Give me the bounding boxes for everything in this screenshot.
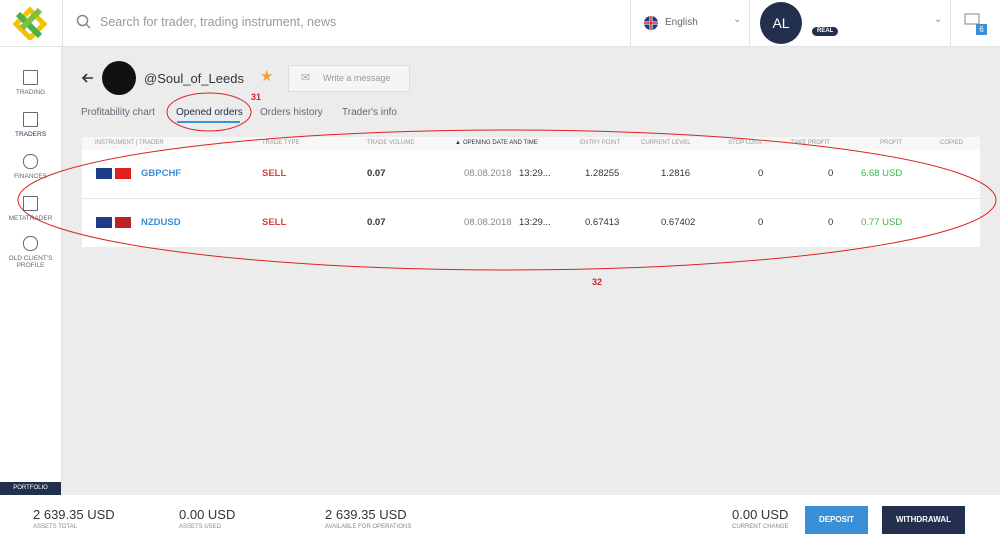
tab[interactable]: Profitability chart (81, 107, 155, 118)
column-header[interactable]: TAKE PROFIT (791, 140, 830, 146)
search-icon (76, 14, 91, 29)
column-header[interactable]: TRADE TYPE (262, 140, 300, 146)
language[interactable]: English (665, 17, 698, 28)
stat-value: 0.00 USD (179, 507, 236, 522)
sort-arrow: ▲ (455, 140, 461, 146)
table-cell: 0.07 (367, 217, 386, 228)
table-header (82, 137, 980, 150)
message-button-label: Write a message (323, 73, 391, 83)
deposit-button[interactable]: DEPOSIT (805, 506, 868, 534)
trader-name: @Soul_of_Leeds (144, 71, 244, 86)
avatar[interactable]: AL (760, 2, 802, 44)
table-cell: 1.2816 (661, 168, 691, 179)
flag (96, 217, 112, 228)
table-cell[interactable]: GBPCHF (141, 168, 182, 179)
table-cell: SELL (262, 217, 287, 228)
portfolio-tab[interactable]: PORTFOLIO (0, 482, 61, 495)
change-value: 0.00 USD (732, 507, 789, 522)
table-cell: 08.08.2018 (464, 168, 512, 179)
change-label: CURRENT CHANGE (732, 524, 789, 530)
stat-label: ASSETS USED (179, 524, 222, 530)
table-cell: 0 (758, 217, 764, 228)
sidebar-item[interactable]: OLD CLIENT'S PROFILE (0, 236, 61, 269)
tab[interactable]: Opened orders (176, 107, 243, 118)
column-header[interactable]: TRADE VOLUME (367, 140, 415, 146)
column-header[interactable]: OPENING DATE AND TIME (463, 140, 538, 146)
sidebar-item[interactable]: FINANCES (0, 154, 61, 180)
orders-table (82, 137, 980, 247)
table-cell: 13:29... (519, 168, 551, 179)
tab[interactable]: Trader's info (342, 107, 397, 118)
table-cell: 0.67413 (585, 217, 620, 228)
tab-underline (177, 121, 240, 123)
flag-uk (644, 16, 658, 30)
row-divider (82, 198, 980, 199)
stat-label: AVAILABLE FOR OPERATIONS (325, 524, 412, 530)
table-cell: 0 (828, 168, 834, 179)
sidebar-label: FINANCES (14, 173, 47, 180)
notifications-icon[interactable] (964, 13, 982, 29)
stat-value: 2 639.35 USD (325, 507, 407, 522)
notifications-count: 6 (976, 24, 987, 35)
table-cell: 0 (758, 168, 764, 179)
withdrawal-button[interactable]: WITHDRAWAL (882, 506, 965, 534)
sidebar (0, 47, 62, 482)
sidebar-item[interactable]: METATRADER (0, 196, 61, 222)
column-header[interactable]: ENTRY POINT (580, 140, 621, 146)
column-header[interactable]: PROFIT (880, 140, 902, 146)
table-cell: 08.08.2018 (464, 217, 512, 228)
stat-label: ASSETS TOTAL (33, 524, 78, 530)
annotation-layer: 31 32 (17, 92, 997, 287)
flag (96, 168, 112, 179)
table-cell: SELL (262, 168, 287, 179)
column-header[interactable]: COPIED (940, 140, 964, 146)
sidebar-label: TRADING (15, 89, 46, 96)
chevron: ⌄ (934, 14, 943, 25)
table-cell: 0.77 USD (861, 217, 903, 228)
column-header[interactable]: INSTRUMENT | TRADER (95, 140, 164, 146)
tab[interactable]: Orders history (260, 107, 323, 118)
annotation-ellipse (166, 92, 252, 132)
search-input[interactable]: Search for trader, trading instrument, n… (100, 15, 337, 29)
sidebar-item[interactable]: TRADING (0, 70, 61, 96)
chevron: ⌄ (733, 14, 742, 25)
table-cell: 0.67402 (661, 217, 696, 228)
column-header[interactable]: STOP LOSS (728, 140, 762, 146)
back-arrow[interactable] (81, 71, 95, 85)
table-cell: 13:29... (519, 217, 551, 228)
favorite-star[interactable]: ★ (260, 68, 274, 85)
table-cell: 0.07 (367, 168, 386, 179)
trader-avatar (102, 61, 136, 95)
account-badge: REAL (812, 27, 839, 36)
stat-value: 2 639.35 USD (33, 507, 115, 522)
top-bar: Search for trader, trading instrument, n… (0, 0, 1000, 47)
sidebar-label: OLD CLIENT'S PROFILE (8, 255, 53, 269)
annotation-label: 31 (251, 92, 261, 102)
column-header[interactable]: CURRENT LEVEL (641, 140, 691, 146)
logo[interactable] (12, 6, 48, 40)
table-cell: 1.28255 (585, 168, 620, 179)
sidebar-label: METATRADER (8, 215, 53, 222)
table-cell: 6.68 USD (861, 168, 903, 179)
flag (115, 217, 131, 228)
sidebar-label: TRADERS (14, 131, 47, 138)
table-cell: 0 (828, 217, 834, 228)
annotation-ellipse (17, 129, 997, 271)
table-cell[interactable]: NZDUSD (141, 217, 181, 228)
sidebar-item[interactable]: TRADERS (0, 112, 61, 138)
annotation-label: 32 (592, 277, 602, 287)
flag (115, 168, 131, 179)
message-button[interactable]: ✉ Write a message (288, 65, 410, 92)
